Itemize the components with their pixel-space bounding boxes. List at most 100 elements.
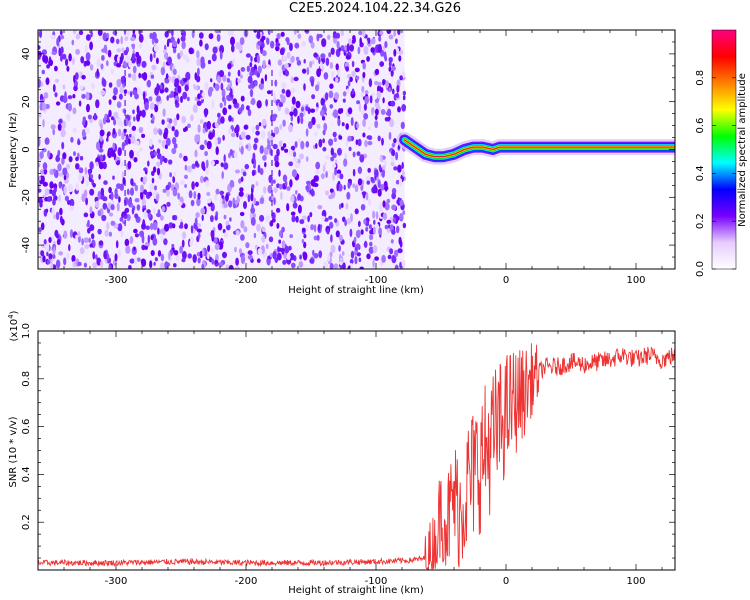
noise-speckle [235, 41, 241, 50]
noise-speckle [393, 166, 398, 171]
noise-speckle [54, 92, 58, 98]
noise-speckle [85, 127, 90, 134]
noise-speckle [138, 43, 143, 49]
noise-speckle [144, 245, 148, 250]
noise-speckle [374, 80, 379, 86]
noise-speckle [164, 87, 169, 93]
noise-speckle [157, 209, 161, 215]
noise-speckle [321, 98, 326, 104]
noise-speckle [121, 141, 125, 151]
noise-speckle [133, 246, 136, 251]
noise-speckle [369, 241, 373, 247]
noise-speckle [256, 258, 261, 264]
noise-speckle [167, 56, 173, 65]
noise-speckle [395, 92, 400, 99]
spectrogram-x-tick-label: 0 [503, 275, 509, 286]
noise-speckle [59, 207, 63, 216]
noise-speckle [282, 119, 286, 127]
noise-speckle [47, 196, 51, 202]
noise-speckle [232, 58, 236, 65]
noise-speckle [184, 184, 188, 188]
noise-speckle [390, 155, 395, 163]
noise-speckle [129, 133, 132, 138]
noise-speckle [240, 176, 244, 182]
noise-speckle [58, 47, 61, 57]
noise-speckle [291, 169, 298, 178]
noise-speckle [375, 211, 379, 220]
noise-speckle [290, 145, 296, 151]
noise-speckle [153, 127, 158, 135]
noise-speckle [320, 109, 325, 117]
noise-speckle [151, 177, 155, 184]
noise-speckle [276, 148, 280, 157]
noise-speckle [106, 253, 110, 262]
noise-speckle [264, 74, 268, 82]
noise-speckle [157, 227, 160, 235]
noise-speckle [331, 70, 335, 80]
noise-speckle [374, 120, 379, 129]
noise-speckle [273, 91, 276, 101]
noise-speckle [314, 131, 318, 136]
noise-speckle [201, 161, 206, 170]
noise-speckle [340, 45, 345, 52]
noise-speckle [164, 144, 168, 149]
noise-speckle [220, 116, 225, 124]
snr-x-tick-label: 0 [503, 576, 509, 587]
noise-speckle [222, 107, 228, 116]
noise-speckle [113, 111, 119, 119]
noise-speckle [284, 69, 289, 77]
noise-speckle [293, 157, 298, 163]
noise-speckle [219, 190, 225, 195]
snr-series [38, 343, 675, 570]
noise-speckle [376, 223, 379, 230]
noise-speckle [323, 72, 329, 80]
noise-speckle [247, 250, 253, 256]
noise-speckle [364, 139, 368, 148]
noise-speckle [211, 258, 215, 265]
noise-speckle [328, 138, 334, 146]
noise-speckle [176, 113, 180, 121]
noise-speckle [226, 96, 232, 102]
noise-speckle [290, 211, 296, 216]
noise-speckle [275, 207, 281, 213]
noise-speckle [285, 89, 291, 98]
noise-speckle [395, 151, 399, 161]
noise-speckle [62, 95, 68, 104]
noise-speckle [322, 146, 327, 152]
noise-speckle [356, 151, 361, 157]
spectrogram-y-axis-label: Frequency (Hz) [8, 112, 19, 188]
noise-speckle [357, 178, 363, 186]
noise-speckle [110, 204, 115, 211]
noise-speckle [128, 73, 132, 78]
noise-speckle [204, 81, 209, 91]
noise-speckle [288, 161, 294, 167]
noise-speckle [151, 115, 155, 122]
noise-speckle [379, 155, 383, 162]
noise-speckle [336, 169, 342, 175]
noise-speckle [359, 266, 364, 269]
noise-speckle [186, 96, 190, 102]
noise-speckle [110, 68, 115, 75]
noise-speckle [402, 95, 406, 101]
spectrogram-x-tick-label: 100 [626, 275, 645, 286]
noise-speckle [66, 252, 70, 260]
noise-speckle [204, 43, 209, 51]
noise-speckle [379, 61, 385, 67]
noise-speckle [218, 262, 224, 268]
noise-speckle [341, 251, 345, 256]
noise-speckle [136, 105, 140, 114]
noise-speckle [215, 159, 219, 165]
noise-speckle [194, 217, 198, 226]
snr-scale-label: (x104) [7, 310, 20, 341]
noise-speckle [65, 178, 69, 184]
noise-speckle [169, 172, 173, 178]
noise-speckle [325, 155, 330, 160]
noise-speckle [349, 44, 355, 52]
noise-speckle [138, 30, 142, 36]
noise-speckle [43, 239, 47, 245]
noise-speckle [258, 122, 262, 127]
spectrogram-y-ticks: -40 -20 0 20 40 [21, 29, 675, 270]
noise-speckle [136, 257, 141, 262]
noise-speckle [147, 234, 150, 244]
noise-speckle [181, 115, 187, 124]
